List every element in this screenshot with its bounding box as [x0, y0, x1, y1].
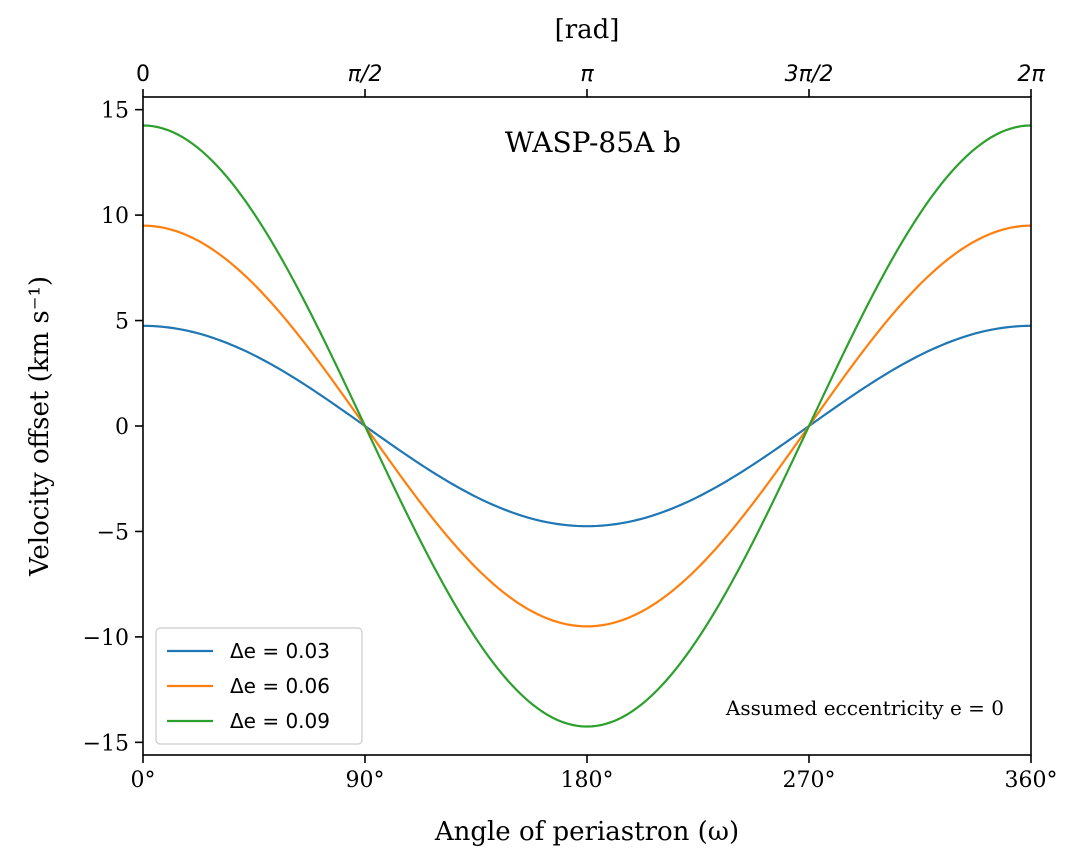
- y-tick-label: −15: [83, 731, 129, 756]
- top-axis: 0 π/2 π 3π/2 2π: [136, 62, 1045, 97]
- series-layer: [142, 124, 1032, 728]
- y-axis-label: Velocity offset (km s⁻¹): [25, 276, 55, 577]
- bottom-axis: 0° 90° 180° 270° 360°: [131, 755, 1058, 793]
- series-line-2: [142, 224, 1032, 628]
- top-tick-label: π/2: [348, 62, 383, 87]
- y-tick-label: 15: [101, 99, 129, 124]
- x-tick-label: 270°: [783, 768, 836, 793]
- y-tick-label: −10: [83, 626, 129, 651]
- top-tick-label: 3π/2: [785, 62, 834, 87]
- legend-entries: Δe = 0.03 Δe = 0.06 Δe = 0.09: [167, 639, 330, 733]
- x-axis-label: Angle of periastron (ω): [434, 817, 739, 847]
- y-tick-label: 5: [115, 310, 129, 335]
- legend-label-1: Δe = 0.03: [230, 639, 330, 663]
- top-axis-label: [rad]: [555, 15, 620, 45]
- y-tick-label: −5: [97, 520, 129, 545]
- y-tick-label: 10: [101, 204, 129, 229]
- legend-box: [155, 627, 363, 745]
- x-tick-label: 180°: [561, 768, 614, 793]
- x-tick-label: 360°: [1005, 768, 1058, 793]
- left-axis: 15 10 5 0 −5 −10 −15: [83, 99, 143, 756]
- legend: Δe = 0.03 Δe = 0.06 Δe = 0.09: [155, 627, 363, 745]
- y-tick-label: 0: [115, 415, 129, 440]
- x-tick-label: 90°: [346, 768, 385, 793]
- series-line-1: [142, 324, 1032, 528]
- chart-title: WASP-85A b: [505, 126, 681, 159]
- x-tick-label: 0°: [131, 768, 156, 793]
- top-tick-label: 0: [136, 62, 150, 87]
- top-tick-label: π: [580, 62, 594, 87]
- legend-label-3: Δe = 0.09: [230, 709, 330, 733]
- legend-label-2: Δe = 0.06: [230, 674, 330, 698]
- annotation: Assumed eccentricity e = 0: [725, 696, 1004, 720]
- series-line-3: [142, 124, 1032, 728]
- top-tick-label: 2π: [1017, 62, 1045, 87]
